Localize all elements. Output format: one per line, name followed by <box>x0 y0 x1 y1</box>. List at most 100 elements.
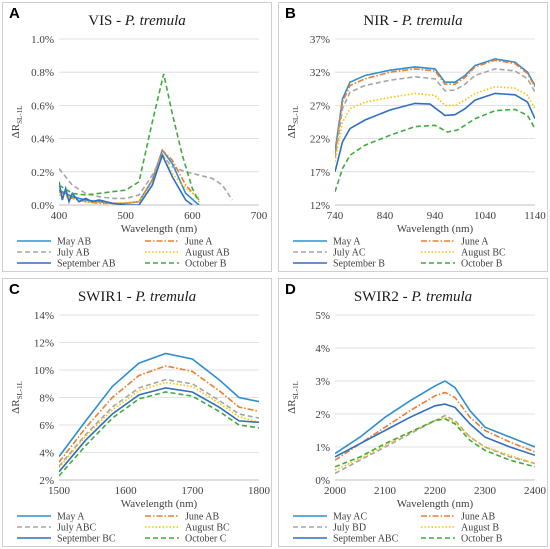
legend-label: July BD <box>333 523 366 534</box>
x-tick-label: 500 <box>117 210 134 222</box>
y-tick-label: 12% <box>34 338 54 350</box>
chart-title-species: P. tremula <box>124 13 186 29</box>
legend-label: May AB <box>57 237 92 248</box>
legend-label: October C <box>185 534 227 545</box>
legend-label: May AC <box>333 512 368 523</box>
x-tick-label: 2300 <box>474 485 497 497</box>
x-tick-label: 2400 <box>524 485 547 497</box>
chart-title-species: P. tremula <box>401 13 463 29</box>
legend-label: August BC <box>461 248 506 259</box>
legend-label: June A <box>185 237 213 248</box>
chart-title-species: P. tremula <box>134 289 196 305</box>
legend-label: May A <box>57 512 85 523</box>
x-tick-label: 1140 <box>524 210 546 222</box>
y-axis-label: ΔRSL-1L <box>286 106 300 139</box>
series-line-5 <box>59 391 259 477</box>
legend-label: July AB <box>57 248 90 259</box>
chart-title-main: SWIR1 <box>78 289 123 305</box>
chart-title: NIR - P. tremula <box>363 13 462 29</box>
y-tick-label: 0.2% <box>31 167 54 179</box>
y-axis-label-sub: SL-1L <box>292 106 300 124</box>
chart-svg: SWIR1 - P. tremula 2% 4% 6% 8% 10% 12% 14% 1500 1… <box>10 289 271 545</box>
y-tick-label: 12% <box>310 200 330 212</box>
x-tick-label: 2200 <box>424 485 447 497</box>
series-line-1 <box>335 59 535 156</box>
y-tick-label: 0.6% <box>31 100 54 112</box>
chart-title: VIS - P. tremula <box>88 13 186 29</box>
x-tick-label: 2100 <box>374 485 397 497</box>
x-tick-label: 400 <box>51 210 68 222</box>
legend-label: September AB <box>57 259 116 270</box>
legend-label: May A <box>333 237 361 248</box>
y-tick-label: 4% <box>315 343 330 355</box>
chart-title-species: P. tremula <box>410 289 472 305</box>
chart-svg: VIS - P. tremula 0.0% 0.2% 0.4% 0.6% 0.8% 1.0%… <box>10 13 268 270</box>
y-tick-label: 4% <box>39 448 54 460</box>
legend-label: October B <box>185 259 227 270</box>
legend-label: June AB <box>185 512 220 523</box>
legend-label: September ABC <box>333 534 399 545</box>
legend-label: July ABC <box>57 523 97 534</box>
x-tick-label: 1040 <box>474 210 497 222</box>
legend-label: June AB <box>461 512 496 523</box>
y-tick-label: 22% <box>310 134 330 146</box>
series-line-1 <box>59 365 259 463</box>
y-tick-label: 14% <box>34 310 54 322</box>
y-tick-label: 1.0% <box>31 34 54 46</box>
legend-label: September B <box>333 259 385 270</box>
y-axis-label-sub: SL-1L <box>16 381 24 399</box>
series-line-5 <box>335 418 535 468</box>
x-tick-label: 840 <box>377 210 394 222</box>
x-tick-label: 1800 <box>248 485 271 497</box>
legend-label: June A <box>461 237 489 248</box>
y-tick-label: 1% <box>315 442 330 454</box>
series-line-2 <box>335 68 535 159</box>
y-tick-label: 0.8% <box>31 67 54 79</box>
x-axis-label: Wavelength (nm) <box>121 223 198 235</box>
chart-title-dash: - <box>399 289 412 305</box>
y-axis-label-main: ΔR <box>10 399 22 414</box>
panel-d: D SWIR2 - P. tremula 0% 1% 2% 3% 4% 5% 2000 2100 2… <box>278 278 548 547</box>
x-tick-label: 1700 <box>181 485 204 497</box>
y-tick-label: 27% <box>310 100 330 112</box>
legend-label: August BC <box>185 523 230 534</box>
x-tick-label: 1600 <box>115 485 138 497</box>
x-tick-label: 600 <box>184 210 201 222</box>
series-line-3 <box>59 151 200 205</box>
series-line-2 <box>59 378 259 467</box>
series-line-1 <box>335 391 535 461</box>
x-axis-label: Wavelength (nm) <box>121 498 198 510</box>
x-axis-label: Wavelength (nm) <box>397 498 474 510</box>
panel-letter: A <box>9 5 20 22</box>
panel-a: A VIS - P. tremula 0.0% 0.2% 0.4% 0.6% 0.8% 1.0… <box>2 2 272 272</box>
y-axis-label: ΔRSL-1L <box>10 381 24 414</box>
series-line-3 <box>59 381 259 469</box>
series-line-4 <box>335 403 535 458</box>
series-line-4 <box>59 153 193 205</box>
chart-title: SWIR1 - P. tremula <box>78 289 196 305</box>
y-axis-label-main: ΔR <box>286 399 298 414</box>
chart-title-main: VIS <box>88 13 112 29</box>
legend-label: August B <box>461 523 499 534</box>
y-axis-label: ΔRSL-1L <box>10 106 24 139</box>
series-line-0 <box>335 380 535 455</box>
legend-label: August AB <box>185 248 230 259</box>
legend-label: July AC <box>333 248 366 259</box>
y-axis-label-sub: SL-1L <box>16 106 24 124</box>
series-line-3 <box>335 85 535 162</box>
legend-label: September BC <box>57 534 116 545</box>
y-tick-label: 5% <box>315 310 330 322</box>
x-tick-label: 940 <box>427 210 444 222</box>
y-tick-label: 0.0% <box>31 200 54 212</box>
panel-letter: C <box>9 281 20 298</box>
series-line-4 <box>59 387 259 473</box>
series-line-0 <box>335 58 535 153</box>
y-axis-label: ΔRSL-1L <box>286 381 300 414</box>
y-tick-label: 10% <box>34 365 54 377</box>
y-tick-label: 17% <box>310 167 330 179</box>
chart-title-dash: - <box>389 13 402 29</box>
y-tick-label: 0% <box>315 475 330 487</box>
x-tick-label: 740 <box>327 210 344 222</box>
panel-letter: B <box>285 5 296 22</box>
